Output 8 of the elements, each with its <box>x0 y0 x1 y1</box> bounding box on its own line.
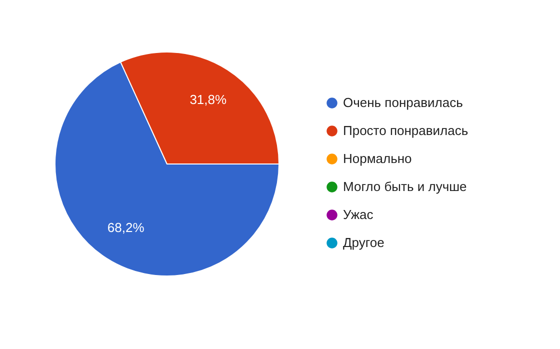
legend-label: Ужас <box>343 207 374 222</box>
legend-label: Другое <box>343 235 384 250</box>
legend-label: Могло быть и лучше <box>343 179 467 194</box>
data-label: 68,2% <box>107 220 145 235</box>
legend-label: Очень понравилась <box>343 95 464 110</box>
data-label: 31,8% <box>190 92 227 108</box>
legend-label: Нормально <box>343 151 412 166</box>
legend-label: Просто понравилась <box>343 123 468 138</box>
